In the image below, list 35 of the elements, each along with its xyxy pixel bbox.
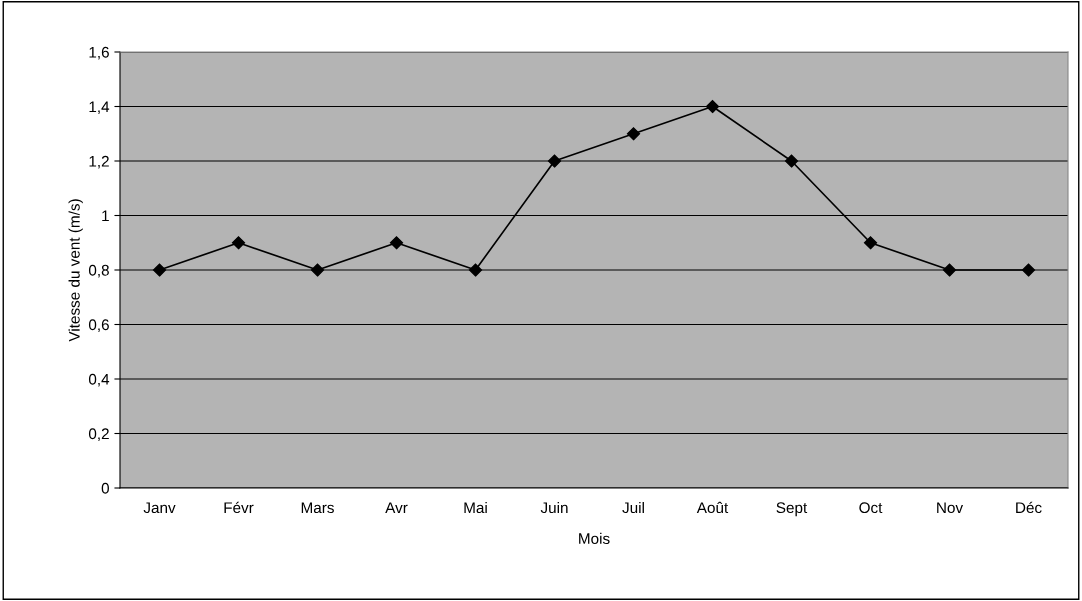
point (231, 236, 246, 250)
point (310, 263, 325, 277)
x-tick-label: Févr (224, 501, 254, 514)
x-tick-label: Nov (937, 502, 964, 514)
x-tick-label: Juin (540, 501, 568, 514)
x-tick-label: Déc (1016, 501, 1042, 514)
point (705, 99, 720, 114)
point (784, 154, 799, 168)
point (942, 263, 957, 277)
y-tick-label: 0,8 (88, 264, 109, 278)
point (389, 236, 404, 250)
y-tick-label: 1 (102, 210, 109, 222)
point (547, 154, 562, 168)
point (626, 127, 641, 141)
x-tick-label: Mai (464, 501, 487, 514)
y-tick-label: 0,2 (88, 428, 109, 441)
y-tick-label: 1,2 (89, 155, 109, 169)
point (468, 263, 483, 277)
x-tick-label: Oct (859, 502, 883, 514)
point (152, 263, 167, 277)
x-tick-label: Août (696, 501, 729, 514)
point (863, 236, 878, 250)
x-tick-label: Mars (301, 502, 334, 514)
x-tick-label: Janv (143, 502, 176, 514)
x-tick-label: Juil (622, 501, 644, 514)
y-tick-label: 1,4 (89, 101, 110, 114)
x-tick-label: Avr (385, 502, 408, 513)
y-axis-title: Vitesse du vent (m/s) (68, 199, 83, 342)
point (1021, 263, 1036, 277)
x-axis-title: Mois (579, 532, 610, 545)
y-tick-label: 1,6 (89, 46, 109, 60)
y-tick-label: 0 (101, 482, 109, 494)
y-tick-label: 0,6 (88, 319, 109, 332)
x-tick-label: Sept (776, 502, 808, 517)
y-tick-label: 0,4 (88, 373, 110, 387)
